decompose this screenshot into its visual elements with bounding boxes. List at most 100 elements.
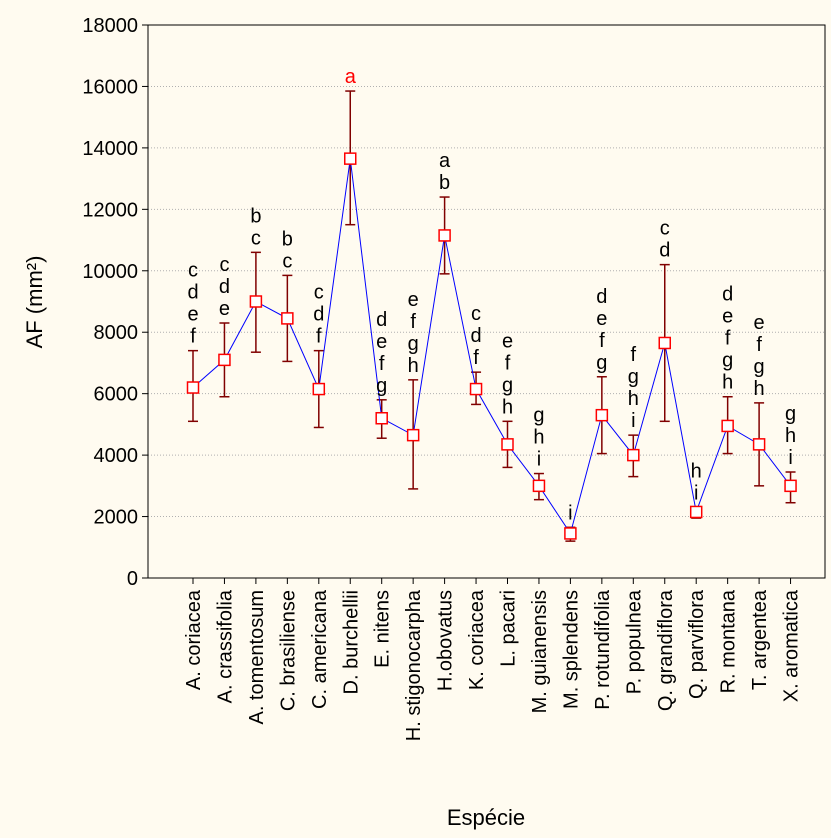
data-point <box>312 382 326 396</box>
group-letter: h <box>754 378 765 400</box>
group-letter: i <box>694 482 698 504</box>
error-bars <box>188 90 796 542</box>
y-tick-label: 2000 <box>94 507 139 529</box>
group-letter: h <box>533 427 544 449</box>
y-tick-label: 4000 <box>94 445 139 467</box>
group-letter: d <box>376 309 387 331</box>
data-point <box>658 336 671 350</box>
x-tick-label: K. coriacea <box>466 589 488 690</box>
series-line <box>192 158 791 535</box>
group-letter: e <box>722 306 733 328</box>
group-letter: h <box>628 388 639 410</box>
group-letter: g <box>408 333 419 355</box>
data-point <box>532 479 546 493</box>
group-letter: f <box>725 328 731 350</box>
x-tick-label: X. aromatica <box>781 589 803 702</box>
y-tick-label: 0 <box>127 568 138 590</box>
y-tick-label: 8000 <box>94 322 139 344</box>
y-tick-label: 18000 <box>82 15 138 37</box>
group-letter: g <box>502 374 513 396</box>
group-letter: b <box>282 228 293 250</box>
group-letter: f <box>756 334 762 356</box>
group-letter: a <box>345 66 357 88</box>
y-tick-label: 6000 <box>94 384 139 406</box>
data-point <box>281 312 294 325</box>
group-letter: c <box>282 250 292 272</box>
group-letter: f <box>473 347 479 369</box>
x-tick-label: P. rotundifolia <box>592 589 614 710</box>
x-tick-label: Q. grandiflora <box>655 589 677 711</box>
group-letter: e <box>187 304 198 326</box>
group-letter: d <box>470 325 481 347</box>
group-letter: c <box>251 227 261 249</box>
group-letter: c <box>471 303 481 325</box>
x-tick-label: Q. parviflora <box>686 589 708 699</box>
data-point <box>689 505 703 519</box>
data-point <box>469 382 483 396</box>
group-letter: i <box>788 447 792 469</box>
y-axis-title: AF (mm²) <box>22 256 47 349</box>
group-letter: f <box>505 352 511 374</box>
x-axis: A. coriacea A. crassifolia A. tomentosum C.… <box>183 578 803 741</box>
x-tick-label: T. argentea <box>749 589 771 690</box>
x-tick-label: C. brasiliense <box>277 590 299 711</box>
group-letter: g <box>596 352 607 374</box>
group-letter: e <box>219 298 230 320</box>
x-tick-label: A. crassifolia <box>214 589 236 703</box>
group-letter: f <box>190 326 196 348</box>
group-letter: f <box>316 326 322 348</box>
group-letter: f <box>599 330 605 352</box>
data-point <box>501 438 514 451</box>
x-tick-label: M. splendens <box>560 590 582 709</box>
y-tick-label: 12000 <box>82 199 138 221</box>
plot-frame <box>147 24 826 579</box>
group-letter: g <box>722 350 733 372</box>
group-letter: d <box>659 240 670 262</box>
group-letter: e <box>502 330 513 352</box>
x-tick-label: H. stigonocarpha <box>403 589 425 741</box>
group-letter: i <box>568 502 572 524</box>
x-tick-label: H.obovatus <box>435 590 457 691</box>
data-point <box>249 295 263 308</box>
group-letter: g <box>785 403 796 425</box>
x-tick-label: M. guianensis <box>529 590 551 713</box>
group-letter: g <box>376 375 387 397</box>
x-axis-title: Espécie <box>447 805 525 830</box>
group-letter: f <box>379 353 385 375</box>
group-letter: e <box>596 308 607 330</box>
group-letter: h <box>502 396 513 418</box>
group-letter: d <box>722 284 733 306</box>
group-letter: g <box>533 405 544 427</box>
group-letter: e <box>376 331 387 353</box>
x-tick-label: A. coriacea <box>183 589 205 690</box>
y-tick-label: 14000 <box>82 138 138 160</box>
group-letter: d <box>596 286 607 308</box>
group-letter: b <box>439 172 450 194</box>
group-letter: e <box>754 312 765 334</box>
group-letter: b <box>250 205 261 227</box>
markers <box>186 152 797 540</box>
data-point <box>752 438 766 451</box>
y-axis: 0 2000 4000 6000 8000 10000 12000 14000 16000 180… <box>82 15 148 590</box>
data-point <box>375 411 388 425</box>
group-letter: h <box>785 425 796 447</box>
x-tick-label: A. tomentosum <box>246 590 268 725</box>
x-tick-label: L. pacari <box>498 590 520 667</box>
x-tick-label: R. montana <box>718 589 740 693</box>
data-point <box>186 381 200 394</box>
group-letter: h <box>408 355 419 377</box>
y-tick-label: 16000 <box>82 76 138 98</box>
x-tick-label: C. americana <box>309 589 331 709</box>
group-letter: c <box>219 254 229 276</box>
x-tick-label: D. burchellii <box>340 590 362 694</box>
group-letter: g <box>628 366 639 388</box>
group-letter: f <box>410 311 416 333</box>
group-letter: c <box>314 282 324 304</box>
group-letter: e <box>408 289 419 311</box>
data-point <box>721 419 734 433</box>
x-tick-label: E. nitens <box>372 590 394 668</box>
x-tick-label: P. populnea <box>623 589 645 694</box>
group-letter: i <box>631 410 635 432</box>
